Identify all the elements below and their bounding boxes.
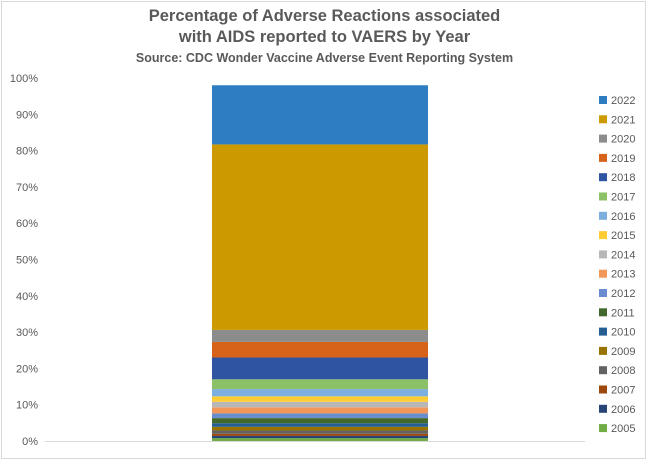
legend-swatch-2017	[599, 193, 607, 201]
y-tick-label: 30%	[16, 327, 38, 339]
legend-swatch-2011	[599, 308, 607, 316]
bar-segment-2017	[212, 379, 428, 389]
legend-swatch-2012	[599, 289, 607, 297]
legend-label-2012: 2012	[611, 288, 635, 300]
legend-swatch-2016	[599, 212, 607, 220]
legend-swatch-2014	[599, 250, 607, 258]
legend-swatch-2020	[599, 135, 607, 143]
bar-segment-2007	[212, 434, 428, 436]
bar-segment-2022	[212, 85, 428, 144]
legend-swatch-2018	[599, 173, 607, 181]
legend-swatch-2013	[599, 270, 607, 278]
legend-label-2018: 2018	[611, 172, 635, 184]
legend-swatch-2005	[599, 424, 607, 432]
y-tick-label: 90%	[16, 109, 38, 121]
bar-segment-2012	[212, 413, 428, 418]
legend-label-2011: 2011	[611, 307, 635, 319]
legend-label-2010: 2010	[611, 327, 635, 339]
y-tick-label: 70%	[16, 182, 38, 194]
legend-label-2020: 2020	[611, 134, 635, 146]
legend-swatch-2007	[599, 386, 607, 394]
legend-swatch-2010	[599, 328, 607, 336]
bar-segment-2021	[212, 144, 428, 329]
legend-label-2016: 2016	[611, 211, 635, 223]
bar-segment-2014	[212, 402, 428, 407]
legend-label-2008: 2008	[611, 365, 635, 377]
y-axis: 0% 10% 20% 30% 40% 50% 60% 70% 80% 90% 100%	[10, 73, 38, 448]
legend-label-2017: 2017	[611, 192, 635, 204]
bar-segment-2010	[212, 423, 428, 427]
legend-label-2009: 2009	[611, 346, 635, 358]
legend-swatch-2019	[599, 154, 607, 162]
y-tick-label: 20%	[16, 363, 38, 375]
legend-label-2019: 2019	[611, 153, 635, 165]
bar-segment-2011	[212, 418, 428, 423]
legend-swatch-2008	[599, 366, 607, 374]
y-tick-label: 50%	[16, 255, 38, 267]
legend-swatch-2021	[599, 115, 607, 123]
bar-segment-2006	[212, 436, 428, 438]
legend-label-2022: 2022	[611, 95, 635, 107]
bar-segment-2020	[212, 330, 428, 342]
bar-segment-2015	[212, 396, 428, 401]
legend-label-2021: 2021	[611, 114, 635, 126]
y-tick-label: 80%	[16, 146, 38, 158]
bar-segment-2018	[212, 358, 428, 380]
bar-segment-2013	[212, 407, 428, 413]
legend-swatch-2015	[599, 231, 607, 239]
legend-label-2015: 2015	[611, 230, 635, 242]
bar-segment-2009	[212, 427, 428, 431]
bar-stack	[212, 85, 428, 441]
bar-segment-2016	[212, 389, 428, 396]
y-tick-label: 100%	[10, 73, 38, 85]
legend-swatch-2022	[599, 96, 607, 104]
y-tick-label: 10%	[16, 400, 38, 412]
legend-label-2007: 2007	[611, 385, 635, 397]
legend-swatch-2006	[599, 405, 607, 413]
legend-label-2013: 2013	[611, 269, 635, 281]
y-tick-label: 0%	[22, 436, 38, 448]
y-tick-label: 40%	[16, 291, 38, 303]
bar-segment-2019	[212, 342, 428, 358]
legend-label-2014: 2014	[611, 249, 635, 261]
bar-segment-2005	[212, 438, 428, 441]
legend-swatch-2009	[599, 347, 607, 355]
legend-label-2005: 2005	[611, 423, 635, 435]
y-tick-label: 60%	[16, 218, 38, 230]
bar-segment-2008	[212, 430, 428, 433]
legend: 2022 2021 2020 2019 2018 2017 2016 2015 2014 2013…	[599, 95, 635, 435]
legend-label-2006: 2006	[611, 404, 635, 416]
